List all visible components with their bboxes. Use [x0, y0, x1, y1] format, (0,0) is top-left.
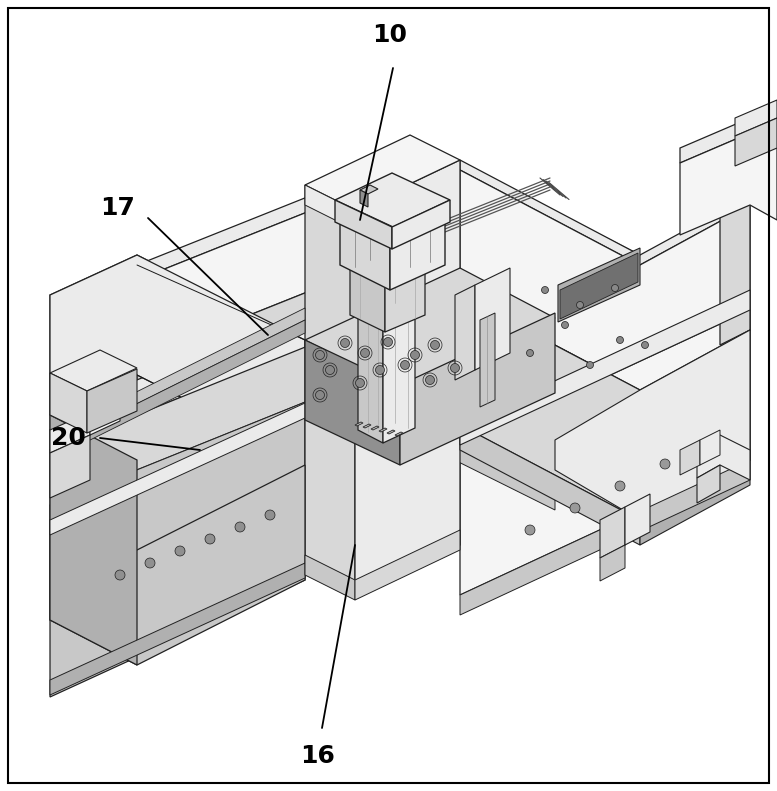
Polygon shape: [735, 100, 777, 136]
Polygon shape: [358, 310, 383, 443]
Polygon shape: [50, 298, 555, 430]
Polygon shape: [720, 190, 750, 345]
Circle shape: [145, 558, 155, 568]
Polygon shape: [50, 388, 555, 520]
Circle shape: [587, 361, 594, 369]
Polygon shape: [385, 265, 425, 332]
Circle shape: [265, 510, 275, 520]
Polygon shape: [355, 422, 363, 426]
Circle shape: [525, 525, 535, 535]
Circle shape: [356, 379, 364, 388]
Circle shape: [340, 339, 350, 347]
Circle shape: [611, 285, 618, 292]
Polygon shape: [697, 465, 720, 503]
Polygon shape: [555, 330, 750, 520]
Polygon shape: [700, 430, 720, 465]
Polygon shape: [358, 295, 415, 323]
Polygon shape: [305, 185, 355, 595]
Polygon shape: [355, 530, 460, 600]
Polygon shape: [460, 170, 750, 390]
Circle shape: [235, 522, 245, 532]
Circle shape: [660, 459, 670, 469]
Polygon shape: [680, 118, 777, 163]
Circle shape: [642, 342, 649, 349]
Polygon shape: [50, 255, 305, 460]
Circle shape: [426, 376, 434, 384]
Polygon shape: [697, 435, 750, 480]
Polygon shape: [355, 160, 460, 595]
Polygon shape: [560, 253, 638, 319]
Circle shape: [451, 364, 459, 373]
Polygon shape: [460, 460, 750, 615]
Circle shape: [570, 503, 580, 513]
Polygon shape: [400, 313, 555, 465]
Polygon shape: [340, 220, 390, 290]
Polygon shape: [379, 428, 387, 432]
Polygon shape: [360, 190, 368, 207]
Circle shape: [175, 546, 185, 556]
Polygon shape: [460, 310, 750, 595]
Circle shape: [326, 365, 335, 374]
Polygon shape: [360, 185, 378, 194]
Polygon shape: [750, 118, 777, 148]
Polygon shape: [335, 200, 392, 249]
Polygon shape: [390, 220, 445, 290]
Circle shape: [400, 361, 409, 369]
Polygon shape: [50, 435, 90, 498]
Polygon shape: [305, 135, 460, 210]
Polygon shape: [305, 268, 555, 390]
Polygon shape: [460, 295, 750, 520]
Polygon shape: [480, 313, 495, 407]
Polygon shape: [371, 426, 379, 430]
Polygon shape: [460, 425, 640, 545]
Polygon shape: [50, 350, 137, 391]
Polygon shape: [50, 373, 87, 433]
Polygon shape: [50, 313, 555, 450]
Circle shape: [315, 391, 325, 399]
Circle shape: [577, 301, 584, 308]
Polygon shape: [350, 265, 385, 332]
Polygon shape: [460, 295, 640, 420]
Polygon shape: [558, 248, 640, 322]
Polygon shape: [475, 268, 510, 370]
Polygon shape: [70, 308, 305, 437]
Circle shape: [497, 342, 503, 349]
Polygon shape: [460, 290, 750, 445]
Polygon shape: [640, 460, 750, 545]
Polygon shape: [87, 369, 137, 433]
Circle shape: [497, 306, 503, 313]
Polygon shape: [137, 163, 640, 360]
Polygon shape: [50, 333, 555, 505]
Polygon shape: [50, 415, 137, 665]
Polygon shape: [90, 398, 120, 435]
Polygon shape: [680, 133, 777, 235]
Circle shape: [616, 336, 623, 343]
Circle shape: [705, 437, 715, 447]
Polygon shape: [335, 173, 450, 227]
Circle shape: [410, 350, 420, 359]
Polygon shape: [50, 412, 90, 453]
Polygon shape: [455, 285, 475, 380]
Polygon shape: [50, 403, 305, 535]
Text: 17: 17: [100, 196, 135, 220]
Polygon shape: [350, 248, 425, 282]
Text: 16: 16: [301, 744, 336, 768]
Circle shape: [375, 365, 385, 374]
Polygon shape: [305, 340, 400, 465]
Polygon shape: [137, 243, 640, 400]
Circle shape: [615, 481, 625, 491]
Text: 20: 20: [51, 426, 85, 450]
Polygon shape: [383, 308, 415, 443]
Polygon shape: [50, 563, 305, 695]
Polygon shape: [625, 494, 650, 545]
Polygon shape: [392, 200, 450, 249]
Polygon shape: [600, 545, 625, 581]
Circle shape: [315, 350, 325, 359]
Circle shape: [115, 570, 125, 580]
Circle shape: [361, 349, 370, 358]
Polygon shape: [340, 195, 445, 245]
Circle shape: [527, 350, 534, 357]
Circle shape: [205, 534, 215, 544]
Circle shape: [542, 286, 549, 293]
